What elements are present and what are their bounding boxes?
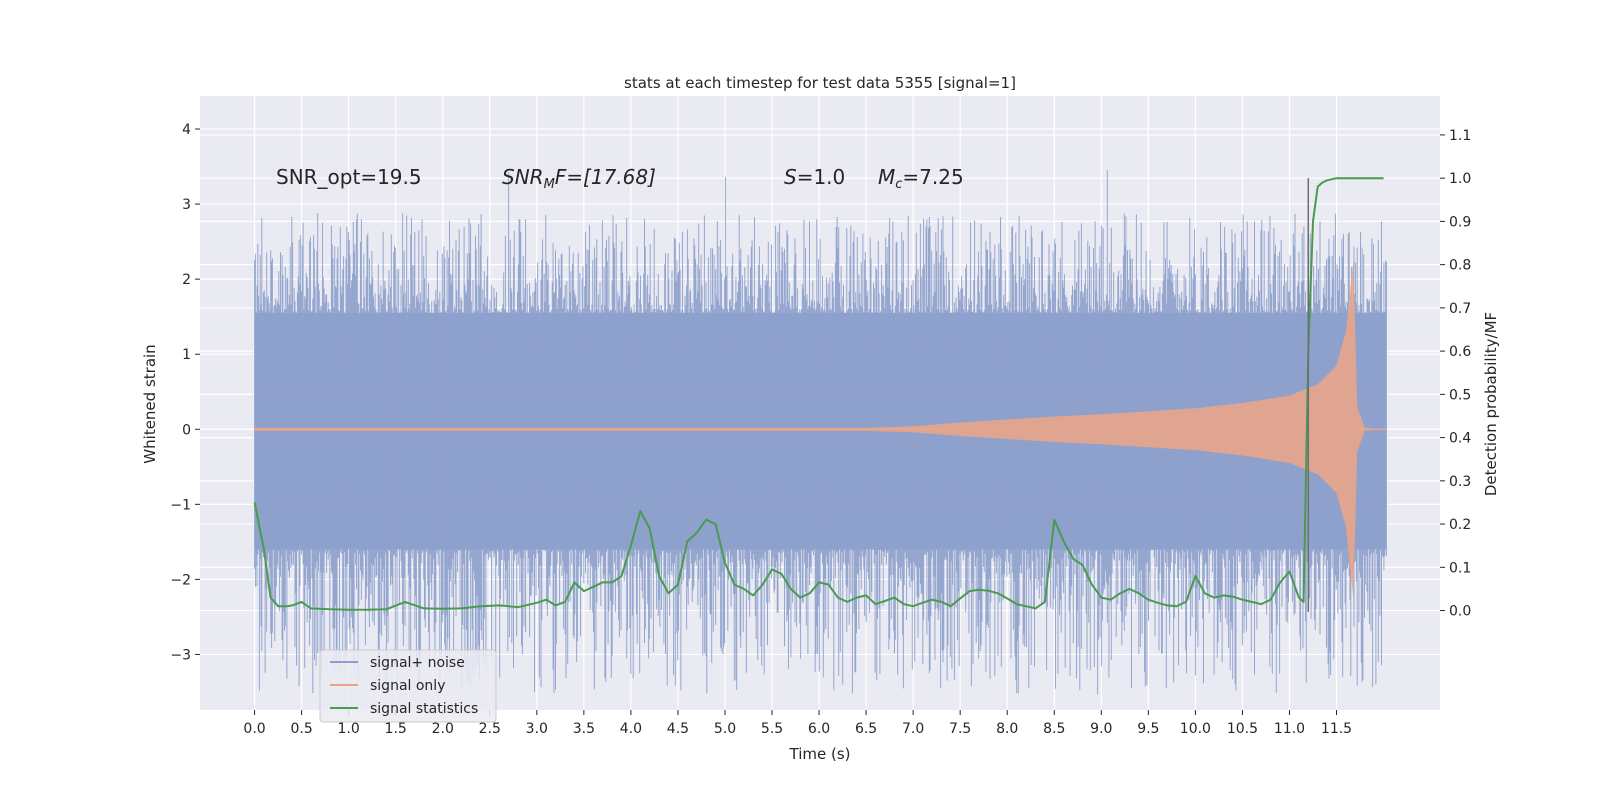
annotation-s: S=1.0	[784, 165, 845, 189]
x-tick-label: 5.5	[761, 721, 783, 737]
chart-title: stats at each timestep for test data 535…	[624, 74, 1016, 92]
y-right-tick-label: 0.1	[1449, 560, 1471, 576]
y-right-tick-label: 0.8	[1449, 258, 1471, 274]
annotation-snr-mf-symbol: SNR	[502, 165, 544, 189]
y-left-tick-label: −2	[170, 572, 191, 588]
y-axis-left-label: Whitened strain	[141, 344, 159, 463]
y-right-tick-label: 0.0	[1449, 604, 1471, 620]
y-right-tick-label: 0.7	[1449, 301, 1471, 317]
x-axis-label: Time (s)	[789, 745, 851, 763]
y-right-tick-label: 0.5	[1449, 387, 1471, 403]
x-axis-ticks: 0.0 0.5 1.0 1.5 2.0 2.5 3.0 3.5 4.0 4.5 5.0 5.5 6.0 6…	[243, 710, 1352, 737]
y-axis-right-label: Detection probability/MF	[1482, 312, 1500, 496]
y-left-tick-label: −3	[170, 647, 191, 663]
y-right-tick-label: 0.2	[1449, 517, 1471, 533]
annotation-snr-opt: SNR_opt=19.5	[276, 165, 422, 189]
x-tick-label: 10.0	[1180, 721, 1211, 737]
y-right-tick-label: 0.3	[1449, 474, 1471, 490]
x-tick-label: 8.5	[1043, 721, 1065, 737]
y-left-tick-label: 1	[182, 347, 191, 363]
x-tick-label: 7.5	[949, 721, 971, 737]
y-right-tick-label: 0.6	[1449, 344, 1471, 360]
annotation-s-symbol: S	[784, 165, 797, 189]
annotation-mc-subscript: c	[895, 177, 902, 192]
y-left-tick-label: −1	[170, 497, 191, 513]
y-right-tick-label: 1.1	[1449, 128, 1471, 144]
annotation-mc-value: =7.25	[902, 165, 963, 189]
y-left-tick-label: 0	[182, 422, 191, 438]
x-tick-label: 8.0	[996, 721, 1018, 737]
signal-statistics-line	[253, 177, 1384, 611]
x-tick-label: 9.0	[1090, 721, 1112, 737]
legend: signal+ noise signal only signal statist…	[319, 649, 497, 723]
x-tick-label: 6.0	[808, 721, 830, 737]
x-tick-label: 4.5	[667, 721, 689, 737]
annotation-snr-mf: SNRMF=[17.68]	[502, 165, 656, 192]
x-tick-label: 2.0	[432, 721, 454, 737]
x-tick-label: 7.0	[902, 721, 924, 737]
y-right-tick-label: 1.0	[1449, 171, 1471, 187]
x-tick-label: 11.5	[1321, 721, 1352, 737]
x-tick-label: 6.5	[855, 721, 877, 737]
x-tick-label: 9.5	[1137, 721, 1159, 737]
x-tick-label: 3.5	[573, 721, 595, 737]
legend-label-signal-statistics: signal statistics	[370, 701, 478, 717]
x-tick-label: 11.0	[1274, 721, 1305, 737]
annotation-snr-mf-subscript: M	[544, 177, 555, 192]
y-right-tick-label: 0.9	[1449, 214, 1471, 230]
x-tick-label: 1.5	[385, 721, 407, 737]
x-tick-label: 0.0	[243, 721, 265, 737]
annotation-mc-symbol: M	[878, 165, 895, 189]
legend-label-signal-only: signal only	[370, 678, 445, 694]
x-tick-label: 3.0	[526, 721, 548, 737]
x-tick-label: 1.0	[338, 721, 360, 737]
x-tick-label: 5.0	[714, 721, 736, 737]
annotation-snr-mf-f: F=[17.68]	[555, 165, 656, 189]
legend-box	[319, 649, 497, 723]
annotation-s-value: =1.0	[797, 165, 846, 189]
y-left-tick-label: 2	[182, 272, 191, 288]
x-tick-label: 0.5	[290, 721, 312, 737]
y-axis-left-ticks: −3 −2 −1 0 1 2 3 4	[170, 122, 200, 663]
x-tick-label: 10.5	[1227, 721, 1258, 737]
x-tick-label: 4.0	[620, 721, 642, 737]
legend-label-signal-noise: signal+ noise	[370, 655, 465, 671]
signal-statistics-series	[253, 177, 1384, 611]
y-left-tick-label: 4	[182, 122, 191, 138]
y-axis-right-ticks: 0.0 0.1 0.2 0.3 0.4 0.5 0.6 0.7 0.8 0.9 1.0 1.1	[1440, 128, 1471, 620]
signal-only-series	[254, 260, 1387, 599]
x-tick-label: 2.5	[479, 721, 501, 737]
y-left-tick-label: 3	[182, 197, 191, 213]
annotation-mc: Mc=7.25	[878, 165, 964, 192]
y-right-tick-label: 0.4	[1449, 431, 1471, 447]
